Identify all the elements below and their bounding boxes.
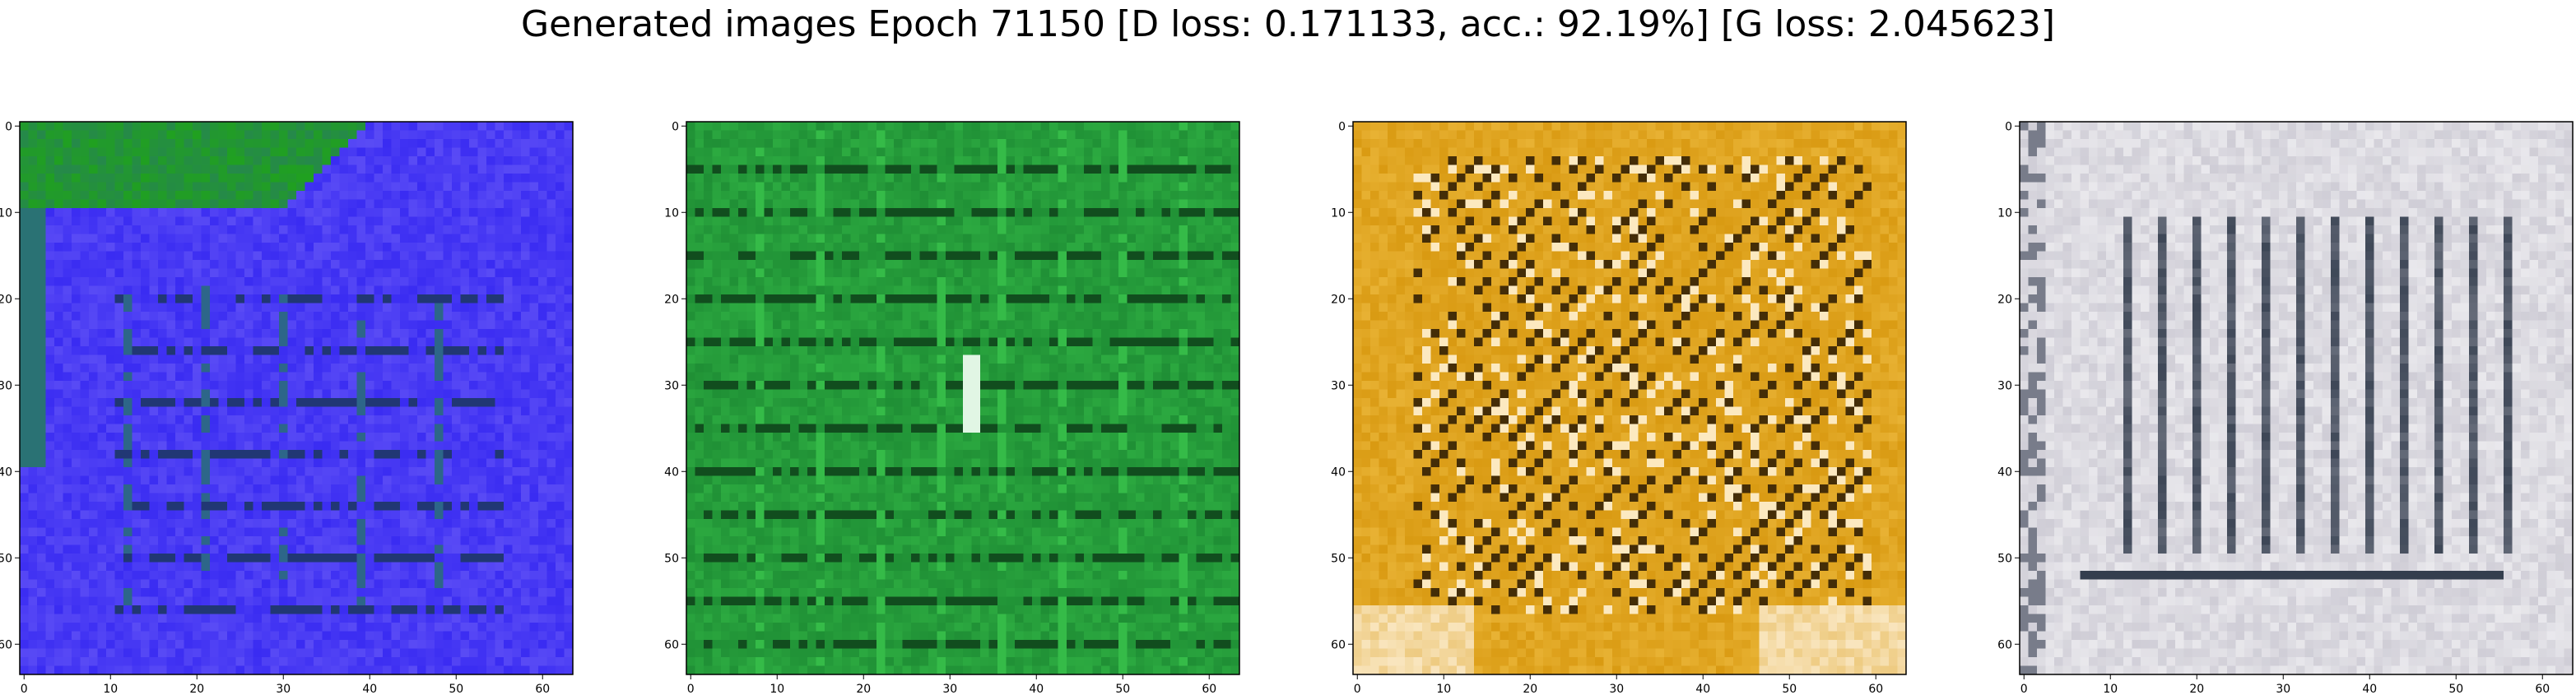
y-tick-label: 10 — [664, 206, 679, 220]
x-tick-label: 20 — [1523, 683, 1537, 695]
x-tick-label: 0 — [21, 683, 28, 695]
x-tick-label: 10 — [1436, 683, 1451, 695]
figure-title: Generated images Epoch 71150 [D loss: 0.… — [520, 3, 2056, 45]
y-tick-label: 60 — [0, 638, 12, 651]
x-tick-label: 10 — [770, 683, 784, 695]
image-panel-2: 0 0 10 10 20 20 30 30 40 40 50 50 60 60 — [664, 120, 1241, 695]
y-tick-label: 0 — [1338, 120, 1346, 133]
generated-image-pixels — [686, 122, 1240, 675]
y-tick-label: 50 — [0, 552, 12, 565]
y-tick-label: 10 — [1997, 206, 2012, 220]
y-tick-label: 0 — [5, 120, 12, 133]
y-tick-label: 0 — [2005, 120, 2012, 133]
x-tick-label: 20 — [2189, 683, 2204, 695]
x-tick-label: 60 — [1202, 683, 1216, 695]
x-tick-label: 40 — [1029, 683, 1044, 695]
generated-image-pixels — [20, 122, 574, 675]
y-tick-label: 20 — [0, 293, 12, 306]
x-tick-label: 40 — [2362, 683, 2377, 695]
axes-frame — [686, 121, 1240, 675]
y-tick-label: 20 — [1997, 293, 2012, 306]
y-tick-label: 50 — [1331, 552, 1346, 565]
y-tick-label: 0 — [672, 120, 679, 133]
image-panel-4: 0 0 10 10 20 20 30 30 40 40 50 50 60 60 — [1997, 120, 2574, 695]
x-tick-label: 30 — [276, 683, 291, 695]
y-tick-label: 20 — [664, 293, 679, 306]
generated-image-pixels — [1353, 122, 1907, 675]
x-tick-label: 60 — [1868, 683, 1883, 695]
y-tick-label: 10 — [0, 206, 12, 220]
x-tick-label: 10 — [2103, 683, 2118, 695]
y-tick-label: 40 — [664, 466, 679, 479]
x-tick-label: 0 — [1354, 683, 1361, 695]
y-tick-label: 60 — [664, 638, 679, 651]
image-axes-4: 0 0 10 10 20 20 30 30 40 40 50 50 60 60 — [1997, 120, 2574, 695]
y-tick-label: 40 — [1997, 466, 2012, 479]
axes-frame — [2019, 121, 2574, 675]
x-tick-label: 30 — [2276, 683, 2290, 695]
y-tick-label: 40 — [0, 466, 12, 479]
image-panel-1: 0 0 10 10 20 20 30 30 40 40 50 50 60 60 — [0, 120, 574, 695]
y-tick-label: 60 — [1331, 638, 1346, 651]
axes-frame — [19, 121, 574, 675]
image-panel-3: 0 0 10 10 20 20 30 30 40 40 50 50 60 60 — [1331, 120, 1908, 695]
x-tick-label: 40 — [1695, 683, 1710, 695]
x-tick-label: 60 — [2535, 683, 2550, 695]
y-tick-label: 30 — [1331, 379, 1346, 392]
x-tick-label: 20 — [856, 683, 871, 695]
generated-image-pixels — [2020, 122, 2574, 675]
x-tick-label: 50 — [449, 683, 463, 695]
y-tick-label: 50 — [1997, 552, 2012, 565]
image-axes-1: 0 0 10 10 20 20 30 30 40 40 50 50 60 60 — [0, 120, 574, 695]
x-tick-label: 30 — [942, 683, 957, 695]
x-tick-label: 50 — [1782, 683, 1797, 695]
x-tick-label: 10 — [103, 683, 118, 695]
x-tick-label: 60 — [535, 683, 550, 695]
x-tick-label: 30 — [1609, 683, 1624, 695]
y-tick-label: 30 — [0, 379, 12, 392]
y-tick-label: 10 — [1331, 206, 1346, 220]
image-axes-2: 0 0 10 10 20 20 30 30 40 40 50 50 60 60 — [664, 120, 1240, 695]
x-tick-label: 20 — [189, 683, 204, 695]
x-tick-label: 50 — [1115, 683, 1130, 695]
x-tick-label: 50 — [2448, 683, 2463, 695]
y-tick-label: 40 — [1331, 466, 1346, 479]
y-tick-label: 50 — [664, 552, 679, 565]
axes-frame — [1352, 121, 1907, 675]
x-tick-label: 40 — [362, 683, 377, 695]
y-tick-label: 30 — [664, 379, 679, 392]
y-tick-label: 30 — [1997, 379, 2012, 392]
x-tick-label: 0 — [2020, 683, 2028, 695]
image-axes-3: 0 0 10 10 20 20 30 30 40 40 50 50 60 60 — [1331, 120, 1907, 695]
x-tick-label: 0 — [687, 683, 695, 695]
y-tick-label: 60 — [1997, 638, 2012, 651]
y-tick-label: 20 — [1331, 293, 1346, 306]
